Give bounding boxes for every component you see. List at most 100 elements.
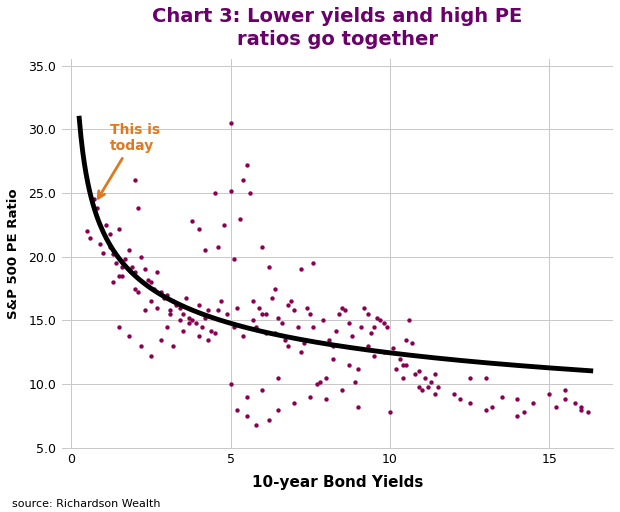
- Point: [264, 263, 274, 271]
- Point: [369, 352, 379, 360]
- Point: [95, 240, 105, 248]
- Point: [283, 301, 293, 309]
- Point: [270, 329, 280, 337]
- Point: [239, 332, 249, 340]
- Point: [391, 365, 401, 373]
- Point: [309, 323, 319, 331]
- Point: [430, 370, 440, 378]
- Point: [513, 395, 523, 403]
- Point: [299, 339, 309, 348]
- Point: [111, 259, 121, 267]
- Point: [423, 382, 433, 391]
- Point: [343, 319, 353, 327]
- Point: [181, 293, 191, 302]
- Point: [356, 323, 366, 331]
- Point: [146, 278, 156, 286]
- Point: [130, 268, 140, 276]
- Point: [414, 367, 423, 375]
- Point: [560, 395, 570, 403]
- Point: [108, 250, 118, 258]
- Point: [331, 327, 341, 335]
- Point: [270, 285, 280, 293]
- Point: [480, 406, 490, 414]
- Point: [203, 306, 213, 314]
- Point: [257, 387, 267, 395]
- Point: [156, 288, 166, 296]
- Point: [305, 393, 315, 401]
- Point: [197, 323, 207, 331]
- Point: [251, 323, 261, 331]
- Point: [315, 377, 325, 386]
- Point: [353, 403, 363, 411]
- Point: [153, 268, 162, 276]
- Point: [194, 301, 204, 309]
- Point: [165, 306, 175, 314]
- Point: [232, 304, 242, 312]
- Point: [175, 316, 185, 325]
- Point: [105, 243, 115, 251]
- Point: [143, 275, 153, 284]
- Point: [267, 293, 277, 302]
- Point: [261, 329, 271, 337]
- Point: [239, 176, 249, 184]
- Point: [123, 246, 133, 254]
- Point: [455, 395, 465, 403]
- Point: [136, 252, 146, 261]
- Point: [334, 310, 344, 318]
- Point: [337, 304, 347, 312]
- Point: [229, 255, 239, 263]
- Point: [318, 316, 328, 325]
- Point: [576, 403, 586, 411]
- Point: [321, 374, 331, 382]
- Point: [216, 297, 226, 306]
- Point: [200, 314, 210, 322]
- Point: [159, 293, 169, 302]
- Point: [223, 310, 232, 318]
- Point: [560, 387, 570, 395]
- Point: [89, 196, 99, 204]
- Point: [219, 221, 229, 229]
- Point: [165, 310, 175, 318]
- Point: [296, 348, 306, 356]
- Point: [184, 319, 194, 327]
- Point: [105, 230, 115, 238]
- Point: [324, 335, 334, 344]
- Point: [92, 204, 102, 212]
- Point: [388, 345, 398, 353]
- Point: [280, 335, 290, 344]
- Point: [261, 310, 271, 318]
- Point: [226, 186, 236, 195]
- Point: [576, 406, 586, 414]
- Point: [235, 215, 245, 223]
- Point: [369, 323, 379, 331]
- Point: [86, 233, 95, 242]
- Point: [398, 374, 408, 382]
- Point: [327, 354, 337, 362]
- Point: [184, 314, 194, 322]
- Point: [200, 246, 210, 254]
- Point: [583, 408, 593, 416]
- Point: [114, 225, 124, 233]
- Point: [343, 361, 353, 369]
- Point: [248, 316, 258, 325]
- Point: [350, 377, 360, 386]
- Point: [187, 316, 197, 325]
- Point: [226, 380, 236, 388]
- Point: [130, 176, 140, 184]
- Point: [414, 382, 423, 391]
- Point: [210, 329, 219, 337]
- Point: [420, 374, 430, 382]
- Point: [213, 243, 223, 251]
- Point: [175, 304, 185, 312]
- Point: [363, 342, 373, 350]
- Point: [108, 278, 118, 286]
- Point: [162, 323, 172, 331]
- Point: [232, 406, 242, 414]
- Point: [309, 259, 319, 267]
- Point: [528, 399, 538, 408]
- Point: [149, 285, 159, 293]
- Point: [366, 329, 376, 337]
- Point: [127, 263, 137, 271]
- Point: [273, 314, 283, 322]
- Point: [248, 297, 258, 306]
